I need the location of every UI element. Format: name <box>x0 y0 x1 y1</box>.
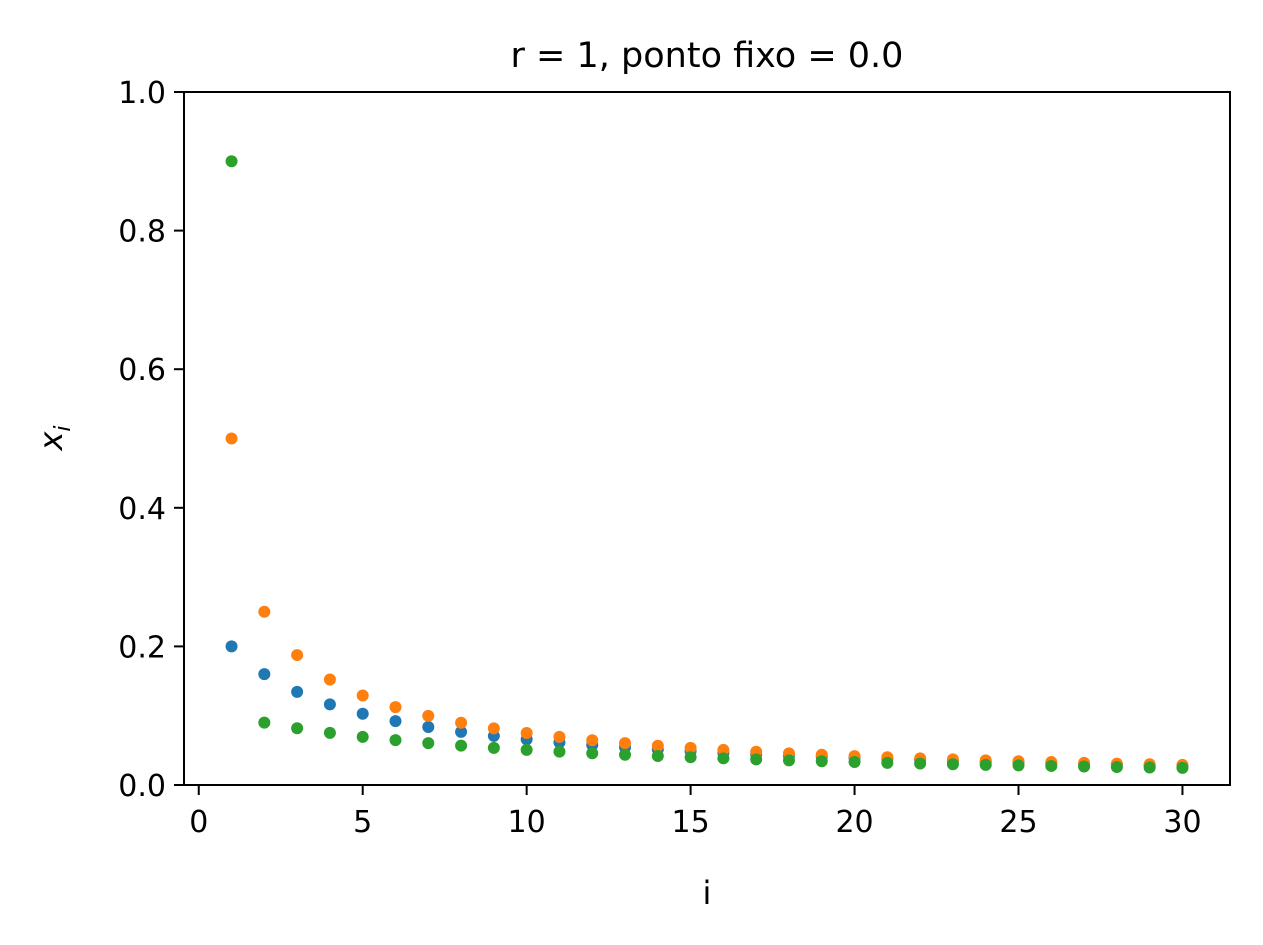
y-axis-label-group: xi <box>32 425 76 451</box>
x-tick-label: 5 <box>353 805 372 840</box>
x-tick-label: 20 <box>835 805 873 840</box>
y-tick-label: 0.2 <box>118 630 166 665</box>
data-point <box>455 716 468 729</box>
data-point <box>487 722 500 735</box>
data-point <box>1078 760 1091 773</box>
y-axis-label-subscript: i <box>51 425 76 431</box>
data-point <box>586 734 599 747</box>
data-point <box>848 756 861 769</box>
data-point <box>1012 759 1025 772</box>
data-point <box>422 720 435 733</box>
data-point <box>1143 761 1156 774</box>
data-point <box>750 753 763 766</box>
data-point <box>782 754 795 767</box>
y-axis-label: xi <box>32 425 76 451</box>
data-point <box>291 649 304 662</box>
x-tick-label: 25 <box>999 805 1037 840</box>
data-point <box>553 730 566 743</box>
chart-title: r = 1, ponto fixo = 0.0 <box>511 36 904 76</box>
x-tick-label: 0 <box>189 805 208 840</box>
y-tick-label: 0.4 <box>118 492 166 527</box>
data-point <box>619 737 632 750</box>
data-point <box>291 722 304 735</box>
x-tick-label: 15 <box>672 805 710 840</box>
data-point <box>586 747 599 760</box>
data-point <box>389 734 402 747</box>
data-point <box>455 739 468 752</box>
data-point <box>520 743 533 756</box>
x-tick-label: 10 <box>508 805 546 840</box>
data-point <box>323 698 336 711</box>
data-point <box>684 751 697 764</box>
data-point <box>258 605 271 618</box>
data-point <box>1110 760 1123 773</box>
data-point <box>815 755 828 768</box>
data-point <box>225 640 238 653</box>
data-point <box>323 673 336 686</box>
data-point <box>1045 759 1058 772</box>
data-point <box>914 757 927 770</box>
data-point <box>1176 761 1189 774</box>
data-point <box>487 741 500 754</box>
data-point <box>356 707 369 720</box>
y-tick-label: 0.0 <box>118 769 166 804</box>
data-point <box>258 716 271 729</box>
data-point <box>717 752 730 765</box>
y-tick-label: 1.0 <box>118 76 166 111</box>
data-point <box>422 737 435 750</box>
x-tick-label: 30 <box>1163 805 1201 840</box>
data-point <box>946 758 959 771</box>
series-3 <box>225 155 1189 774</box>
y-tick-label: 0.6 <box>118 353 166 388</box>
y-tick-label: 0.8 <box>118 215 166 250</box>
data-point <box>225 432 238 445</box>
data-points <box>225 155 1189 774</box>
x-axis-label: i <box>703 874 712 912</box>
y-axis-ticks: 0.0 0.2 0.4 0.6 0.8 1.0 <box>118 76 184 804</box>
data-point <box>258 668 271 681</box>
data-point <box>684 741 697 754</box>
data-point <box>291 685 304 698</box>
data-point <box>356 689 369 702</box>
data-point <box>651 739 664 752</box>
data-point <box>225 155 238 168</box>
data-point <box>422 709 435 722</box>
data-point <box>717 743 730 756</box>
data-point <box>520 727 533 740</box>
data-point <box>651 750 664 763</box>
data-point <box>389 701 402 714</box>
data-point <box>553 745 566 758</box>
data-point <box>979 758 992 771</box>
data-point <box>389 715 402 728</box>
data-point <box>455 725 468 738</box>
y-axis-label-base: x <box>32 431 70 452</box>
data-point <box>619 748 632 761</box>
data-point <box>323 726 336 739</box>
data-point <box>881 756 894 769</box>
data-point <box>356 730 369 743</box>
plot-frame <box>183 91 1231 786</box>
x-axis-ticks: 0 5 10 15 20 25 30 <box>189 785 1202 840</box>
